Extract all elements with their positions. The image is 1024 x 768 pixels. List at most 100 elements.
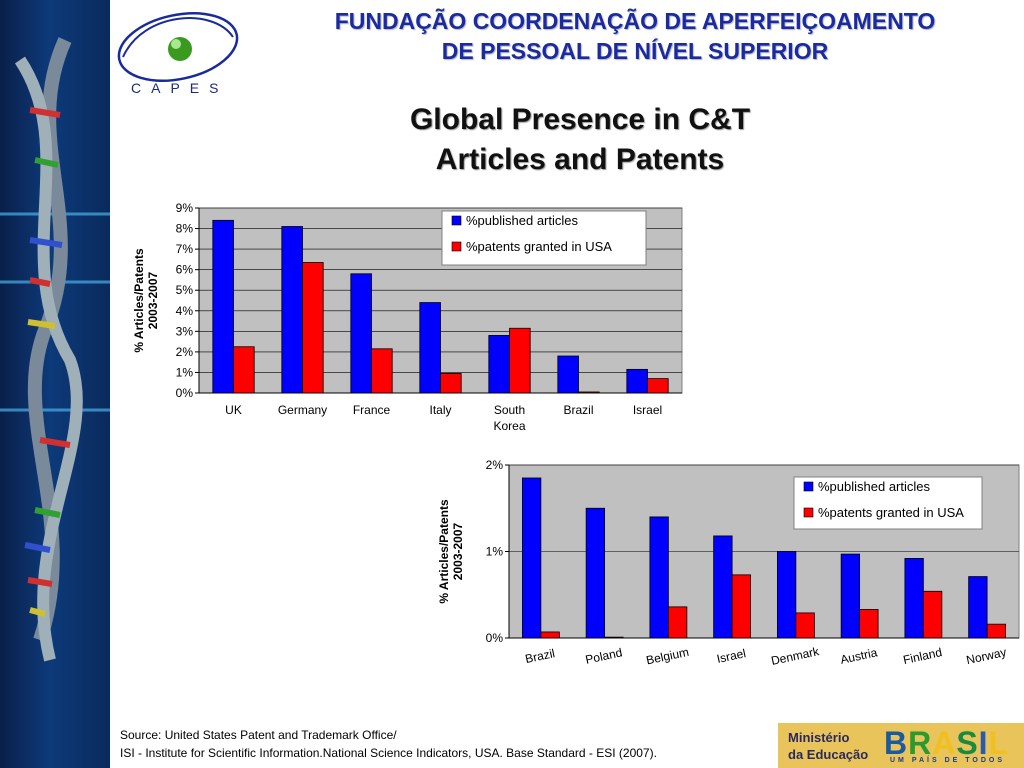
x-tick-label: Austria: [839, 645, 879, 667]
bar-articles: [557, 355, 579, 394]
x-tick-label-line: Germany: [278, 403, 327, 417]
legend-swatch: [451, 241, 462, 252]
chart-major-countries: 0% 1% 2% 3% 4% 5% 6% 7% 8% 9% UK Germany France Italy…: [125, 195, 695, 450]
bar-patents: [578, 391, 600, 394]
ministry-footer-logo: Ministério da Educação BRASIL UM PAÍS DE…: [778, 723, 1024, 768]
bar-articles: [649, 516, 669, 639]
bar-patents: [371, 348, 393, 394]
bar-articles: [281, 226, 303, 394]
bar-articles: [488, 335, 510, 394]
dna-helix-icon: [0, 37, 110, 662]
bar-patents: [795, 612, 815, 639]
bar-articles: [626, 368, 648, 394]
x-tick-label-line: France: [353, 403, 391, 417]
x-tick-label: France: [353, 403, 391, 417]
y-axis-label-line: % Articles/Patents: [437, 499, 451, 604]
y-tick-label: 5%: [176, 283, 194, 297]
brasil-letter: S: [956, 725, 979, 761]
bar-patents: [647, 378, 669, 394]
x-tick-label: Brazil: [563, 403, 593, 417]
brasil-letter: B: [884, 725, 909, 761]
brasil-slogan: UM PAÍS DE TODOS: [890, 757, 1006, 764]
bar-articles: [776, 551, 797, 639]
slide-title-line-2: Articles and Patents: [435, 143, 725, 176]
legend-entry: %patents granted in USA: [466, 239, 612, 254]
chart-smaller-countries: 0% 1% 2% Brazil Poland Belgium Israel Denmark Au…: [430, 455, 1024, 690]
capes-logo: [117, 12, 239, 82]
bar-patents: [509, 327, 531, 394]
y-tick-label: 7%: [176, 242, 194, 256]
bar-patents: [302, 262, 324, 394]
legend: [793, 476, 983, 530]
bar-patents: [233, 346, 255, 394]
dna-side-strip: [0, 0, 110, 768]
legend-swatch: [803, 481, 814, 492]
y-tick-label: 0%: [176, 386, 194, 400]
legend-entry: %published articles: [466, 213, 579, 228]
chart-major-countries-svg: 0% 1% 2% 3% 4% 5% 6% 7% 8% 9% UK Germany France Italy…: [132, 201, 683, 433]
x-tick-label-line: South: [494, 403, 525, 417]
x-tick-label: Germany: [278, 403, 327, 417]
bar-articles: [840, 553, 861, 639]
x-tick-label: Israel: [715, 646, 747, 666]
bar-patents: [922, 590, 943, 639]
bar-articles: [212, 219, 234, 394]
source-line-1: Source: United States Patent and Tradema…: [120, 728, 397, 742]
y-axis-label-line: 2003-2007: [451, 522, 465, 580]
y-axis-label-line: 2003-2007: [146, 271, 160, 329]
ministry-name: Ministério da Educação: [788, 729, 868, 763]
x-tick-label: UK: [225, 403, 242, 417]
y-tick-label: 3%: [176, 324, 194, 338]
ministry-line-2: da Educação: [788, 747, 869, 762]
logo-text: CAPES: [131, 80, 229, 96]
brasil-letter: I: [978, 725, 989, 761]
bar-articles: [585, 507, 606, 639]
header-line-1: FUNDAÇÃO COORDENAÇÃO DE APERFEIÇOAMENTO: [334, 8, 936, 34]
x-tick-label-line: Korea: [493, 419, 525, 433]
legend-swatch: [451, 215, 462, 226]
slide-title: Global Presence in C&T Articles and Pate…: [330, 100, 830, 180]
y-tick-label: 8%: [176, 222, 194, 236]
brasil-wordmark: BRASIL: [884, 725, 1009, 762]
x-tick-label: Denmark: [770, 644, 822, 668]
y-tick-label: 1%: [486, 545, 504, 559]
x-tick-label-line: Brazil: [563, 403, 593, 417]
x-tick-label: Belgium: [645, 645, 690, 668]
bar-patents: [986, 623, 1007, 639]
bar-articles: [350, 273, 372, 394]
source-note: Source: United States Patent and Tradema…: [120, 726, 657, 762]
x-tick-label-line: Israel: [633, 403, 662, 417]
y-tick-label: 2%: [486, 458, 504, 472]
bar-articles: [521, 477, 542, 639]
bar-patents: [540, 631, 560, 639]
y-tick-label: 6%: [176, 263, 194, 277]
bar-articles: [713, 535, 733, 639]
y-tick-label: 4%: [176, 304, 194, 318]
slide-title-line-1: Global Presence in C&T: [409, 103, 751, 136]
x-tick-label: Israel: [633, 403, 662, 417]
chart-smaller-countries-svg: 0% 1% 2% Brazil Poland Belgium Israel Denmark Au…: [437, 458, 1020, 668]
x-tick-label: Italy: [429, 403, 451, 417]
y-axis-label-line: % Articles/Patents: [132, 248, 146, 353]
y-axis-label: % Articles/Patents2003-2007: [437, 499, 465, 604]
brasil-letter: A: [932, 725, 957, 761]
bar-articles: [904, 558, 924, 639]
y-axis-label: % Articles/Patents2003-2007: [132, 248, 160, 353]
x-tick-label-line: Italy: [429, 403, 451, 417]
legend-entry: %patents granted in USA: [818, 505, 964, 520]
x-tick-label: South Korea: [493, 403, 525, 433]
institution-header: FUNDAÇÃO COORDENAÇÃO DE APERFEIÇOAMENTO …: [250, 6, 1020, 66]
bar-patents: [859, 609, 879, 639]
x-tick-label-line: UK: [225, 403, 242, 417]
header-line-2: DE PESSOAL DE NÍVEL SUPERIOR: [441, 38, 829, 64]
y-tick-label: 2%: [176, 345, 194, 359]
y-tick-label: 0%: [486, 631, 504, 645]
x-tick-label: Brazil: [524, 646, 556, 666]
brasil-letter: L: [988, 725, 1010, 761]
y-tick-label: 9%: [176, 201, 194, 215]
bar-patents: [667, 606, 688, 639]
source-line-2: ISI - Institute for Scientific Informati…: [120, 746, 657, 760]
bar-articles: [968, 576, 988, 639]
x-tick-label: Finland: [902, 645, 943, 667]
ministry-line-1: Ministério: [788, 730, 850, 745]
